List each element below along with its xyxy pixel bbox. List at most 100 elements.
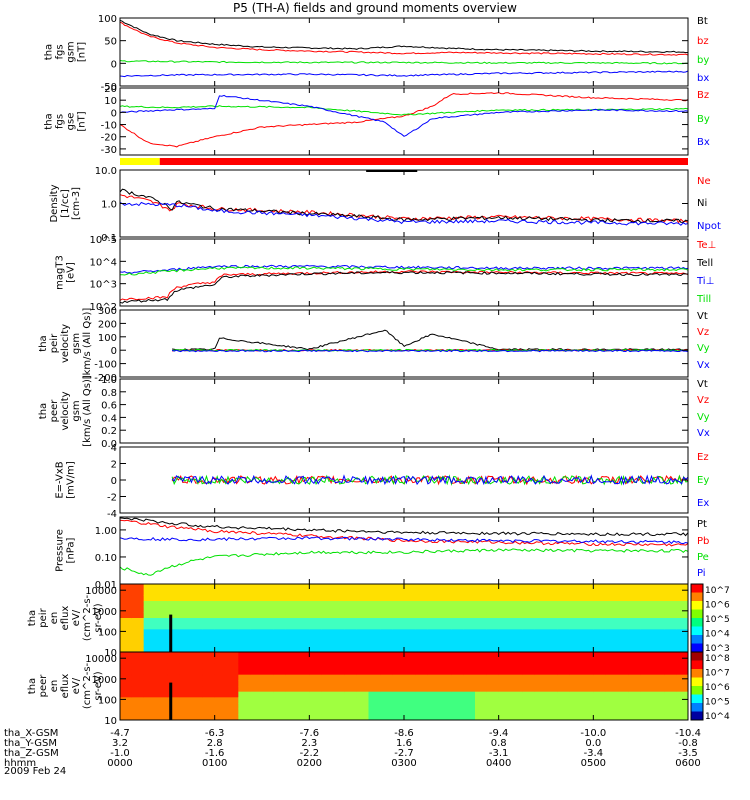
heatmap-cell [404, 606, 417, 613]
heatmap-cell [297, 646, 310, 653]
heatmap-cell [617, 601, 630, 608]
heatmap-cell [143, 601, 156, 608]
heatmap-cell [333, 635, 346, 642]
heatmap-cell [238, 612, 251, 619]
heatmap-cell [581, 674, 594, 681]
heatmap-cell [451, 697, 464, 704]
heatmap-cell [404, 680, 417, 687]
heatmap-cell [640, 714, 653, 721]
heatmap-cell [404, 697, 417, 704]
heatmap-cell [557, 595, 571, 602]
heatmap-cell [238, 623, 251, 630]
heatmap-cell [202, 708, 216, 715]
heatmap-cell [522, 640, 535, 647]
heatmap-cell [439, 669, 452, 676]
heatmap-cell [557, 680, 571, 687]
heatmap-cell [546, 669, 559, 676]
heatmap-cell [250, 618, 263, 625]
heatmap-cell [640, 640, 653, 647]
legend-label: Vy [697, 343, 710, 354]
heatmap-cell [155, 618, 168, 625]
heatmap-cell [356, 584, 369, 591]
heatmap-cell [368, 635, 381, 642]
heatmap-cell [285, 584, 298, 591]
heatmap-cell [214, 669, 227, 676]
heatmap-cell [250, 669, 263, 676]
heatmap-cell [546, 623, 559, 630]
heatmap-cell [475, 640, 488, 647]
heatmap-cell [640, 697, 653, 704]
heatmap-cell [498, 652, 511, 659]
heatmap-cell [380, 612, 393, 619]
heatmap-cell [273, 618, 287, 625]
y-axis-label: eflux [60, 606, 71, 631]
heatmap-cell [262, 629, 275, 636]
heatmap-cell [534, 691, 547, 698]
heatmap-cell [143, 686, 156, 693]
y-axis-label: [km/s (All Qs)] [82, 375, 93, 447]
heatmap-cell [427, 708, 440, 715]
heatmap-cell [250, 714, 263, 721]
heatmap-cell [191, 629, 204, 636]
heatmap-cell [510, 686, 523, 693]
heatmap-cell [297, 697, 310, 704]
heatmap-cell [120, 669, 133, 676]
heatmap-cell [486, 601, 500, 608]
heatmap-cell [475, 697, 488, 704]
heatmap-cell [297, 669, 310, 676]
heatmap-cell [534, 629, 547, 636]
panel-frame [119, 378, 689, 444]
heatmap-cell [628, 697, 642, 704]
y-axis-label: [1/cc] [60, 189, 71, 218]
heatmap-cell [522, 629, 535, 636]
heatmap-cell [557, 640, 571, 647]
heatmap-cell [131, 669, 145, 676]
heatmap-cell [214, 589, 227, 596]
heatmap-cell [380, 652, 393, 659]
heatmap-cell [593, 584, 606, 591]
heatmap-cell [640, 589, 653, 596]
y-tick-label: 1000 [92, 607, 117, 618]
heatmap-cell [356, 640, 369, 647]
y-tick-label: 10 [104, 716, 117, 727]
heatmap-cell [427, 646, 440, 653]
heatmap-cell [191, 595, 204, 602]
heatmap-cell [510, 680, 523, 687]
heatmap-cell [155, 623, 168, 630]
heatmap-cell [273, 714, 287, 721]
heatmap-cell [250, 663, 263, 670]
heatmap-cell [605, 640, 618, 647]
heatmap-cell [202, 612, 216, 619]
heatmap-cell [155, 652, 168, 659]
heatmap-cell [605, 612, 618, 619]
heatmap-cell [475, 606, 488, 613]
heatmap-cell [557, 584, 571, 591]
legend-label: Ez [697, 452, 709, 463]
y-tick-label: 2 [111, 460, 117, 471]
ephemeris-value: 0400 [486, 758, 511, 769]
heatmap-cell [273, 652, 287, 659]
heatmap-cell [439, 674, 452, 681]
heatmap-cell [463, 595, 476, 602]
heatmap-cell [167, 669, 180, 676]
series-line-Vt [172, 329, 689, 351]
y-axis-label: velocity [60, 324, 71, 363]
heatmap-cell [427, 612, 440, 619]
heatmap-cell [202, 680, 216, 687]
heatmap-cell [510, 589, 523, 596]
heatmap-cell [510, 646, 523, 653]
y-axis-label: gse [66, 113, 77, 131]
heatmap-cell [285, 669, 298, 676]
heatmap-cell [202, 606, 216, 613]
heatmap-cell [131, 589, 145, 596]
heatmap-cell [238, 646, 251, 653]
heatmap-cell [285, 714, 298, 721]
heatmap-cell [297, 674, 310, 681]
heatmap-cell [238, 697, 251, 704]
heatmap-cell [202, 629, 216, 636]
heatmap-cell [380, 646, 393, 653]
y-tick-label: 100 [98, 333, 117, 344]
heatmap-cell [120, 663, 133, 670]
legend-label: Vz [697, 327, 709, 338]
